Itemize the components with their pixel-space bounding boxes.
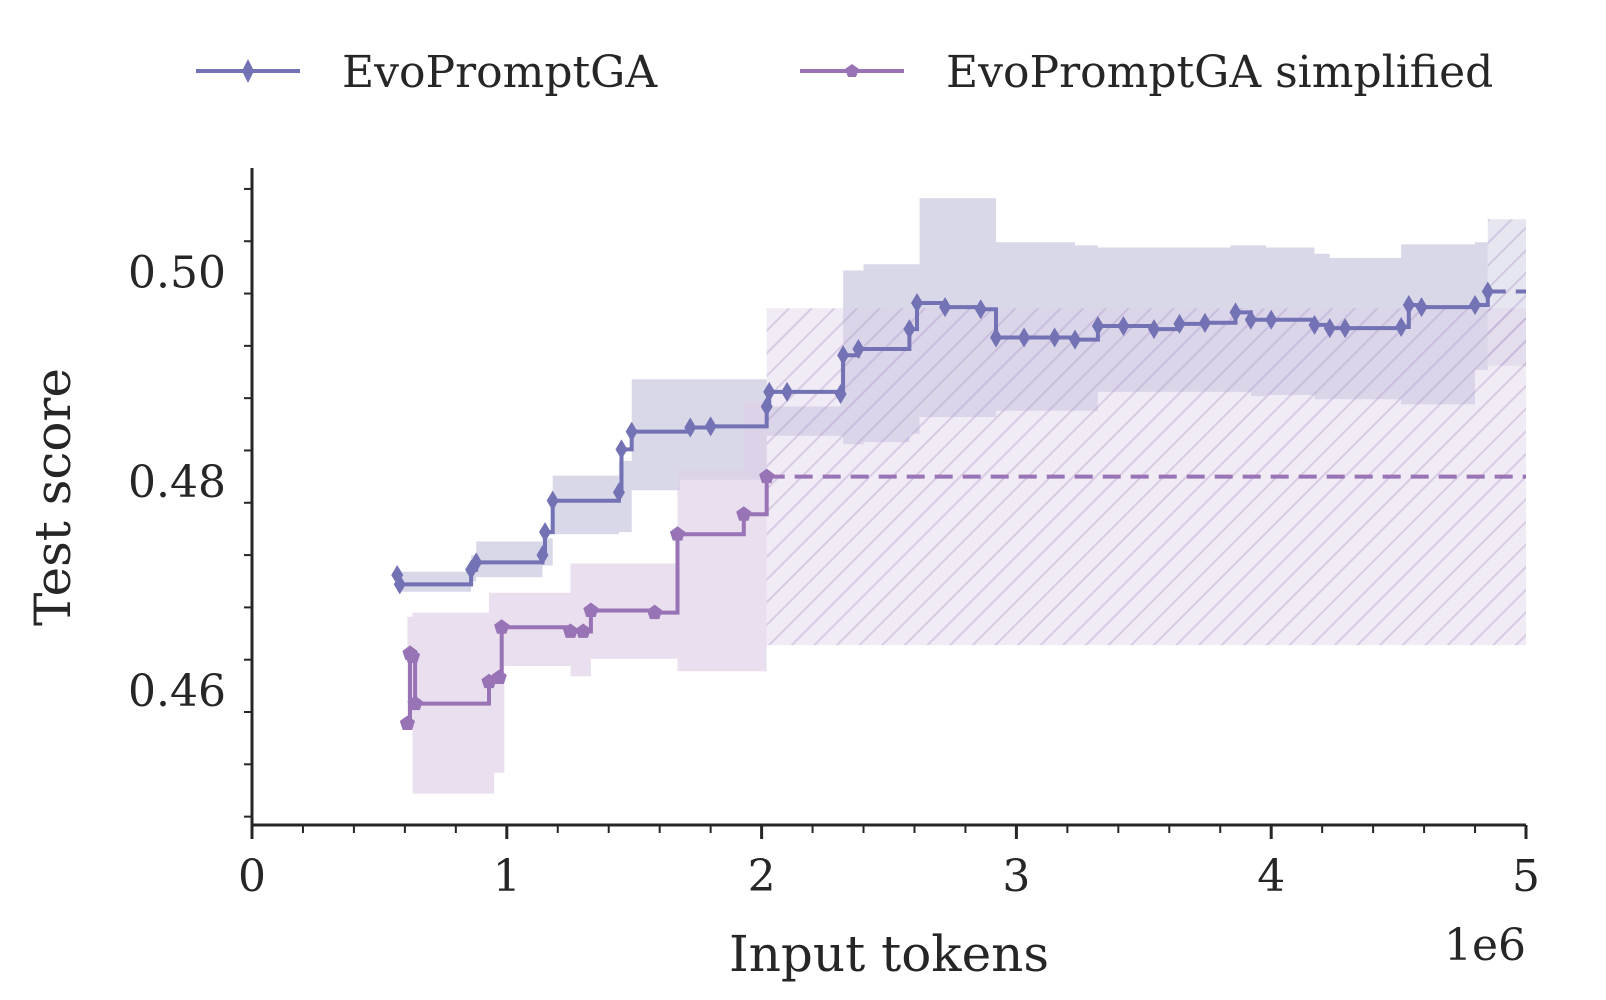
marker-series-0	[615, 439, 628, 460]
marker-series-0	[1481, 281, 1494, 302]
marker-series-0	[393, 574, 406, 595]
marker-series-0	[1048, 327, 1061, 348]
legend-marker-series-0	[242, 59, 254, 83]
marker-series-1	[399, 715, 415, 730]
marker-series-1	[494, 619, 510, 634]
marker-series-0	[990, 327, 1003, 348]
marker-series-1	[404, 648, 421, 663]
marker-series-1	[647, 604, 663, 620]
marker-series-0	[903, 319, 916, 340]
marker-series-0	[1339, 318, 1352, 339]
marker-series-0	[546, 490, 559, 511]
y-tick-label: 0.48	[128, 457, 226, 508]
x-tick-label: 5	[1512, 851, 1540, 902]
marker-series-0	[852, 338, 865, 359]
legend-marker-series-1	[845, 64, 859, 77]
legend-label-series-0: EvoPromptGA	[342, 47, 658, 98]
confidence-bands	[397, 198, 1526, 794]
marker-series-0	[1395, 317, 1408, 338]
marker-series-0	[834, 383, 847, 404]
marker-series-0	[536, 545, 549, 566]
marker-series-0	[1265, 309, 1278, 330]
marker-series-0	[1415, 297, 1428, 318]
marker-series-1	[669, 526, 686, 541]
legend: EvoPromptGA EvoPromptGA simplified	[196, 47, 1493, 98]
marker-series-0	[684, 417, 697, 438]
x-ticks: 0 1 2 3 4 5	[238, 825, 1540, 902]
marker-series-0	[612, 482, 625, 503]
marker-series-0	[1173, 313, 1186, 334]
marker-series-0	[539, 522, 552, 543]
marker-series-1	[407, 695, 423, 711]
marker-series-1	[759, 468, 775, 484]
marker-series-0	[625, 421, 638, 442]
marker-series-1	[491, 669, 507, 684]
marker-series-1	[562, 623, 579, 638]
marker-series-0	[470, 552, 483, 573]
x-tick-label: 0	[238, 851, 266, 902]
marker-series-0	[1091, 315, 1104, 336]
marker-series-0	[1244, 309, 1257, 330]
marker-series-0	[837, 345, 850, 366]
marker-series-0	[911, 292, 924, 313]
marker-series-0	[1469, 295, 1482, 316]
marker-series-0	[1229, 302, 1242, 323]
marker-series-0	[974, 299, 987, 320]
marker-series-1	[583, 602, 599, 617]
x-tick-label: 2	[748, 851, 776, 902]
y-tick-label: 0.46	[128, 666, 226, 717]
legend-item-series-0: EvoPromptGA	[196, 47, 658, 98]
marker-series-0	[1402, 295, 1415, 316]
series-markers	[391, 281, 1494, 730]
axes	[250, 168, 1526, 827]
marker-series-0	[704, 416, 717, 437]
marker-series-0	[781, 381, 794, 402]
marker-series-0	[763, 381, 776, 402]
marker-series-1	[736, 506, 752, 521]
marker-series-0	[939, 297, 952, 318]
legend-label-series-1: EvoPromptGA simplified	[946, 47, 1493, 98]
legend-item-series-1: EvoPromptGA simplified	[800, 47, 1493, 98]
y-axis-label: Test score	[24, 368, 82, 626]
x-tick-label: 4	[1257, 851, 1285, 902]
marker-series-0	[1117, 315, 1130, 336]
marker-series-1	[575, 623, 591, 638]
x-tick-label: 1	[493, 851, 521, 902]
x-tick-label: 3	[1002, 851, 1030, 902]
y-ticks: 0.46 0.48 0.50	[128, 187, 252, 818]
marker-series-0	[1069, 329, 1082, 350]
marker-series-0	[1018, 327, 1031, 348]
x-axis-label: Input tokens	[729, 925, 1049, 983]
marker-series-0	[1198, 312, 1211, 333]
marker-series-0	[760, 396, 773, 417]
marker-series-0	[1323, 318, 1336, 339]
x-axis-offset-label: 1e6	[1444, 920, 1526, 971]
marker-series-0	[1308, 314, 1321, 335]
marker-series-0	[1147, 319, 1160, 340]
y-tick-label: 0.50	[128, 248, 226, 299]
